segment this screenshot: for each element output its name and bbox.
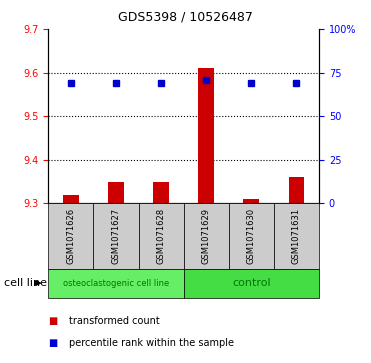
Text: osteoclastogenic cell line: osteoclastogenic cell line [63,279,169,287]
Text: ■: ■ [48,338,58,348]
Text: GDS5398 / 10526487: GDS5398 / 10526487 [118,11,253,24]
Bar [153,182,169,203]
Text: GSM1071627: GSM1071627 [111,208,121,264]
Bar [108,182,124,203]
Text: control: control [232,278,271,288]
Bar [274,203,319,269]
Bar [198,68,214,203]
Text: GSM1071626: GSM1071626 [66,208,75,264]
Text: GSM1071631: GSM1071631 [292,208,301,264]
Bar [289,177,304,203]
Bar [93,203,138,269]
Text: cell line: cell line [4,278,47,288]
Text: transformed count: transformed count [69,316,160,326]
Bar [63,195,79,203]
Bar [184,269,319,298]
Bar [48,203,93,269]
Text: ■: ■ [48,316,58,326]
Bar [138,203,184,269]
Bar [48,269,184,298]
Bar [229,203,274,269]
Text: GSM1071628: GSM1071628 [157,208,165,264]
Text: GSM1071630: GSM1071630 [247,208,256,264]
Text: GSM1071629: GSM1071629 [202,208,211,264]
Text: percentile rank within the sample: percentile rank within the sample [69,338,234,348]
Bar [243,199,259,203]
Bar [184,203,229,269]
